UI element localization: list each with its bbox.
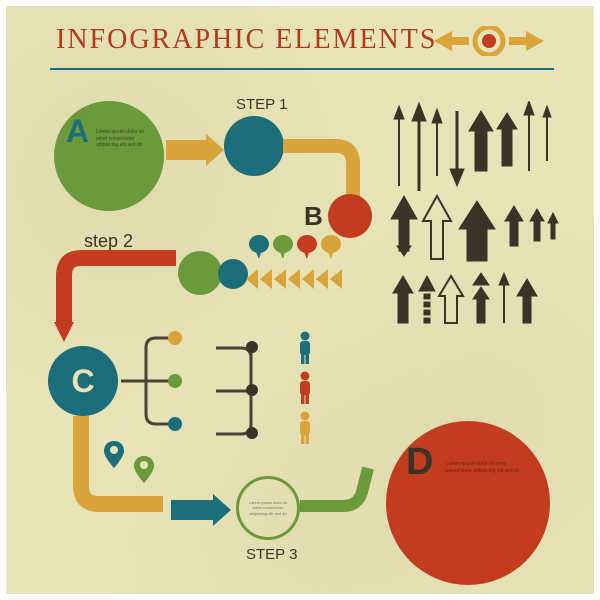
connector-step3-d xyxy=(298,466,398,546)
bracket-dot-4 xyxy=(246,341,258,353)
bracket-dot-2 xyxy=(168,374,182,388)
letter-c: C xyxy=(71,363,94,400)
lorem-a: Lorem ipsum dolor sit amet consectetur a… xyxy=(96,129,156,149)
bracket-dot-6 xyxy=(246,427,258,439)
node-step2-teal xyxy=(218,259,248,289)
node-d: D Lorem ipsum dolor sit amet consectetur… xyxy=(386,421,550,585)
letter-b: B xyxy=(304,201,323,232)
chevron-row xyxy=(246,269,342,289)
step1-label: STEP 1 xyxy=(236,96,287,113)
arrow-step3 xyxy=(171,494,231,526)
bracket-dot-5 xyxy=(246,384,258,396)
node-b xyxy=(328,194,372,238)
letter-d: D xyxy=(406,441,433,484)
speech-pin-4 xyxy=(320,234,342,260)
node-a: A Lorem ipsum dolor sit amet consectetur… xyxy=(54,101,164,211)
title-arrow-decoration xyxy=(434,26,554,56)
arrow-a-to-b xyxy=(166,134,224,166)
node-step1 xyxy=(224,116,284,176)
person-icon-3 xyxy=(296,411,314,445)
node-step3: Lorem ipsum dolor sit amet consectetur a… xyxy=(236,476,300,540)
bracket-dot-1 xyxy=(168,331,182,345)
connector-c-step3 xyxy=(63,414,183,524)
speech-pin-3 xyxy=(296,234,318,260)
map-pin-2 xyxy=(134,456,154,484)
speech-pin-1 xyxy=(248,234,270,260)
speech-pin-2 xyxy=(272,234,294,260)
person-icon-1 xyxy=(296,331,314,365)
step3-label: STEP 3 xyxy=(246,546,297,563)
horizontal-rule xyxy=(50,68,554,70)
node-c: C xyxy=(48,346,118,416)
lorem-d: Lorem ipsum dolor sit amet consectetur a… xyxy=(446,461,526,474)
arrow-gallery xyxy=(389,101,559,331)
page-title: INFOGRAPHIC ELEMENTS xyxy=(56,24,437,56)
map-pin-1 xyxy=(104,441,124,469)
letter-a: A xyxy=(66,113,89,150)
person-icon-2 xyxy=(296,371,314,405)
lorem-step3: Lorem ipsum dolor sit amet consectetur a… xyxy=(244,500,292,516)
node-step2-green xyxy=(178,251,222,295)
title-text: INFOGRAPHIC ELEMENTS xyxy=(56,24,437,55)
